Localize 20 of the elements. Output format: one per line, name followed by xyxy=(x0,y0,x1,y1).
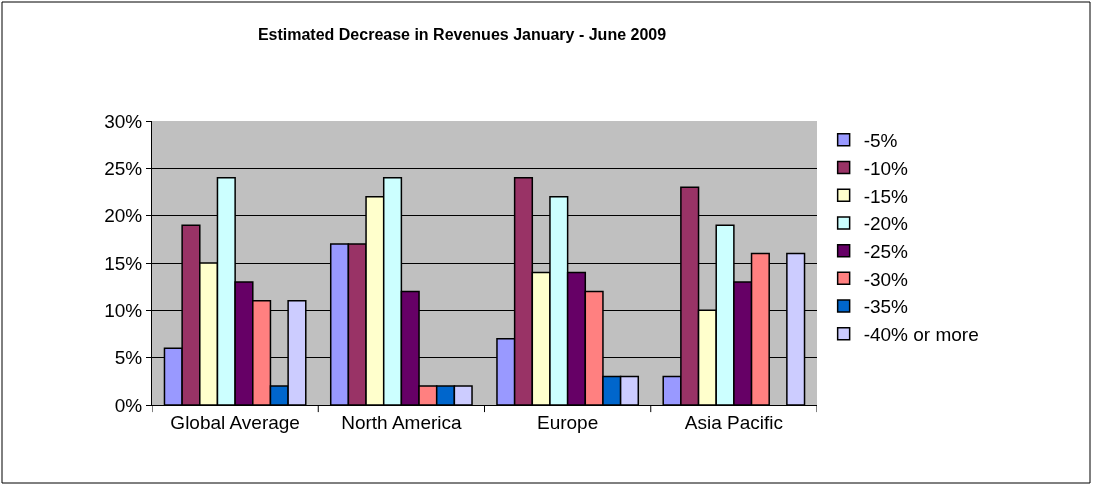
legend-label: -5% xyxy=(863,130,898,152)
x-tick-label: North America xyxy=(341,411,462,433)
x-tick-label: Global Average xyxy=(170,411,300,433)
legend-label: -15% xyxy=(863,185,909,207)
y-tick-label: 0% xyxy=(114,394,143,416)
y-tick-label: 20% xyxy=(104,205,143,227)
legend-label: -40% or more xyxy=(863,324,979,346)
chart-title: Estimated Decrease in Revenues January - June 2009 xyxy=(257,26,667,44)
y-tick-label: 15% xyxy=(104,252,143,274)
y-tick-label: 25% xyxy=(104,157,143,179)
x-tick-label: Europe xyxy=(536,411,599,433)
y-tick-label: 5% xyxy=(114,347,143,369)
y-tick-label: 10% xyxy=(104,299,143,321)
x-tick-label: Asia Pacific xyxy=(684,411,783,433)
legend-label: -30% xyxy=(863,268,909,290)
legend-label: -10% xyxy=(863,157,909,179)
legend-label: -35% xyxy=(863,296,909,318)
legend-label: -25% xyxy=(863,241,909,263)
legend-label: -20% xyxy=(863,213,909,235)
y-tick-label: 30% xyxy=(104,110,143,132)
